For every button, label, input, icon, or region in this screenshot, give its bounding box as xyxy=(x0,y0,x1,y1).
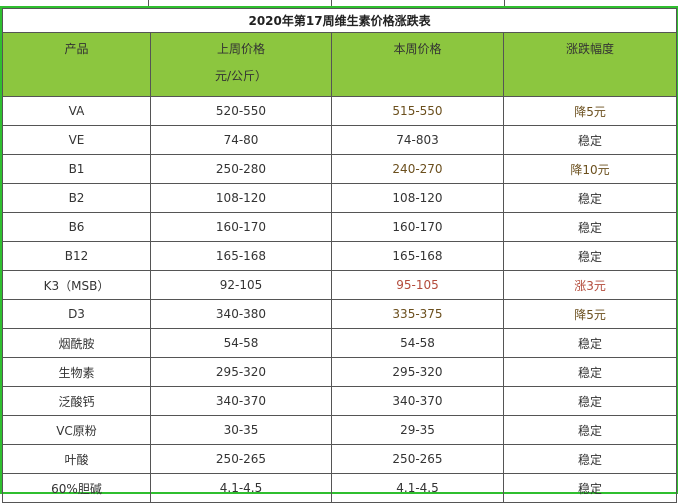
cell-this-week: 240-270 xyxy=(331,154,504,184)
cell-product: B6 xyxy=(2,212,151,242)
vitamin-price-table: 2020年第17周维生素价格涨跌表 产品 上周价格 元/公斤） 本周价格 涨跌幅… xyxy=(1,8,678,503)
cell-this-week: 295-320 xyxy=(331,357,504,387)
cell-this-week: 95-105 xyxy=(331,270,504,300)
cell-last-week: 54-58 xyxy=(150,328,332,358)
table-row: B12 165-168 165-168 稳定 xyxy=(2,241,678,271)
cell-last-week: 74-80 xyxy=(150,125,332,155)
cell-change: 降5元 xyxy=(502,96,678,126)
cell-this-week: 335-375 xyxy=(331,299,504,329)
cell-last-week: 165-168 xyxy=(150,241,332,271)
header-unit: 元/公斤） xyxy=(214,69,268,83)
cell-change: 降10元 xyxy=(502,154,678,184)
table-row: K3（MSB） 92-105 95-105 涨3元 xyxy=(2,270,678,300)
table-header-row: 产品 上周价格 元/公斤） 本周价格 涨跌幅度 xyxy=(2,32,678,97)
cell-last-week: 250-280 xyxy=(150,154,332,184)
cell-last-week: 160-170 xyxy=(150,212,332,242)
table-title: 2020年第17周维生素价格涨跌表 xyxy=(1,8,678,33)
cell-product: B12 xyxy=(2,241,151,271)
cell-change: 稳定 xyxy=(502,444,678,474)
cell-change: 稳定 xyxy=(502,473,678,503)
cell-change: 稳定 xyxy=(502,241,678,271)
cell-change: 稳定 xyxy=(502,183,678,213)
cell-product: VA xyxy=(2,96,151,126)
header-product: 产品 xyxy=(2,32,151,97)
cell-product: 60%胆碱 xyxy=(2,473,151,503)
table-row: VE 74-80 74-803 稳定 xyxy=(2,125,678,155)
header-last-week-label: 上周价格 xyxy=(216,42,265,56)
cell-last-week: 4.1-4.5 xyxy=(150,473,332,503)
cell-last-week: 108-120 xyxy=(150,183,332,213)
cell-last-week: 92-105 xyxy=(150,270,332,300)
cell-product: 生物素 xyxy=(2,357,151,387)
cell-last-week: 340-380 xyxy=(150,299,332,329)
cell-change: 涨3元 xyxy=(502,270,678,300)
cell-change: 稳定 xyxy=(502,125,678,155)
table-row: 泛酸钙 340-370 340-370 稳定 xyxy=(2,386,678,416)
cell-this-week: 108-120 xyxy=(331,183,504,213)
table-row: 生物素 295-320 295-320 稳定 xyxy=(2,357,678,387)
cell-product: B1 xyxy=(2,154,151,184)
cell-this-week: 29-35 xyxy=(331,415,504,445)
table-row: B1 250-280 240-270 降10元 xyxy=(2,154,678,184)
cell-this-week: 4.1-4.5 xyxy=(331,473,504,503)
cell-this-week: 515-550 xyxy=(331,96,504,126)
cell-product: D3 xyxy=(2,299,151,329)
table-row: 烟酰胺 54-58 54-58 稳定 xyxy=(2,328,678,358)
cell-product: 叶酸 xyxy=(2,444,151,474)
cell-this-week: 340-370 xyxy=(331,386,504,416)
cell-change: 稳定 xyxy=(502,386,678,416)
cell-change: 稳定 xyxy=(502,415,678,445)
cell-product: VC原粉 xyxy=(2,415,151,445)
table-row: B2 108-120 108-120 稳定 xyxy=(2,183,678,213)
cell-last-week: 250-265 xyxy=(150,444,332,474)
header-last-week: 上周价格 元/公斤） xyxy=(150,32,332,97)
cell-change: 稳定 xyxy=(502,212,678,242)
table-row: 叶酸 250-265 250-265 稳定 xyxy=(2,444,678,474)
cell-this-week: 160-170 xyxy=(331,212,504,242)
cell-product: 泛酸钙 xyxy=(2,386,151,416)
cell-product: K3（MSB） xyxy=(2,270,151,300)
table-row: VC原粉 30-35 29-35 稳定 xyxy=(2,415,678,445)
cell-product: 烟酰胺 xyxy=(2,328,151,358)
cell-this-week: 250-265 xyxy=(331,444,504,474)
cell-last-week: 340-370 xyxy=(150,386,332,416)
cell-product: VE xyxy=(2,125,151,155)
table-title-row: 2020年第17周维生素价格涨跌表 xyxy=(1,8,678,33)
cell-last-week: 30-35 xyxy=(150,415,332,445)
cell-change: 稳定 xyxy=(502,357,678,387)
cell-product: B2 xyxy=(2,183,151,213)
cell-last-week: 295-320 xyxy=(150,357,332,387)
cell-this-week: 54-58 xyxy=(331,328,504,358)
price-table-frame: 2020年第17周维生素价格涨跌表 产品 上周价格 元/公斤） 本周价格 涨跌幅… xyxy=(0,6,678,503)
cell-this-week: 74-803 xyxy=(331,125,504,155)
cell-change: 稳定 xyxy=(502,328,678,358)
cell-change: 降5元 xyxy=(502,299,678,329)
table-row: D3 340-380 335-375 降5元 xyxy=(2,299,678,329)
table-row: 60%胆碱 4.1-4.5 4.1-4.5 稳定 xyxy=(2,473,678,503)
table-row: VA 520-550 515-550 降5元 xyxy=(2,96,678,126)
header-this-week: 本周价格 xyxy=(331,32,504,97)
header-change: 涨跌幅度 xyxy=(502,32,678,97)
cell-this-week: 165-168 xyxy=(331,241,504,271)
cell-last-week: 520-550 xyxy=(150,96,332,126)
table-row: B6 160-170 160-170 稳定 xyxy=(2,212,678,242)
